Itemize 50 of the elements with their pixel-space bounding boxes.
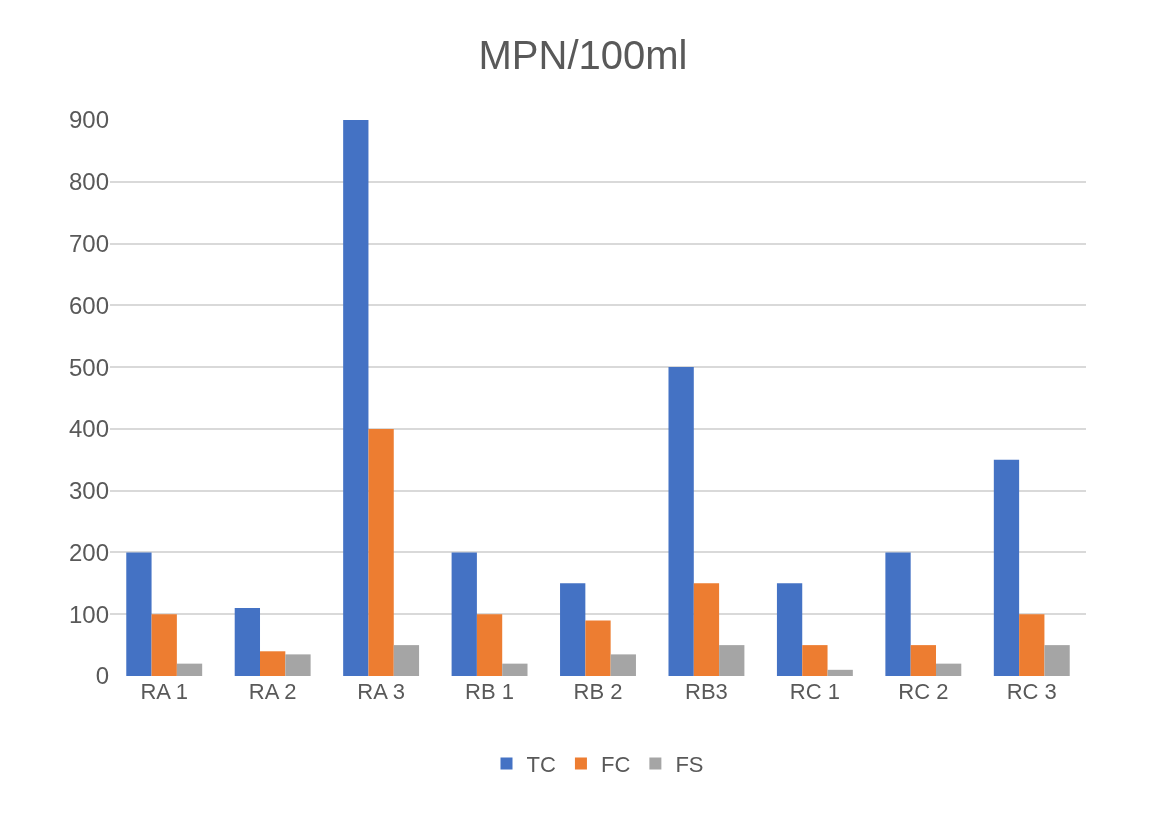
bar bbox=[885, 552, 911, 676]
y-tick-label: 400 bbox=[68, 415, 109, 443]
y-tick-label: 100 bbox=[68, 600, 109, 628]
y-tick-label: 0 bbox=[95, 662, 109, 690]
bar bbox=[260, 651, 286, 676]
chart-title: MPN/100ml bbox=[478, 33, 688, 78]
bar bbox=[451, 552, 477, 676]
bar bbox=[343, 120, 369, 676]
y-tick-label: 300 bbox=[68, 477, 109, 505]
bar bbox=[693, 583, 720, 676]
x-tick-label: RA 3 bbox=[357, 679, 405, 704]
x-tick-label: RB3 bbox=[685, 679, 728, 704]
bar bbox=[910, 645, 936, 676]
bar bbox=[993, 459, 1020, 676]
y-tick-label: 200 bbox=[68, 538, 109, 566]
legend-label: FC bbox=[600, 752, 631, 778]
bar bbox=[719, 645, 745, 676]
bar bbox=[234, 608, 261, 676]
bar bbox=[126, 552, 152, 676]
bar bbox=[776, 583, 803, 676]
y-tick-label: 700 bbox=[68, 229, 109, 257]
x-tick-label: RB 1 bbox=[465, 679, 515, 704]
x-tick-label: RB 2 bbox=[573, 679, 623, 704]
y-tick-label: 500 bbox=[68, 353, 109, 381]
bar bbox=[176, 663, 203, 676]
bar bbox=[935, 663, 962, 676]
bar bbox=[668, 367, 694, 676]
legend-label: FS bbox=[675, 752, 704, 778]
bar bbox=[476, 614, 503, 676]
bar bbox=[802, 645, 828, 676]
y-tick-label: 800 bbox=[68, 168, 109, 196]
bar bbox=[1019, 614, 1045, 676]
bar bbox=[151, 614, 177, 676]
x-tick-label: RA 2 bbox=[248, 679, 297, 704]
x-tick-label: RC 2 bbox=[898, 679, 949, 704]
legend-label: TC bbox=[526, 752, 556, 778]
y-tick-label: 600 bbox=[68, 291, 109, 319]
bar bbox=[502, 663, 528, 676]
bar bbox=[285, 654, 311, 676]
x-tick-label: RC 3 bbox=[1006, 679, 1057, 704]
bar bbox=[1044, 645, 1070, 676]
bar bbox=[827, 669, 853, 676]
bar bbox=[585, 620, 611, 676]
y-tick-label: 900 bbox=[68, 106, 109, 134]
bar bbox=[560, 583, 586, 676]
bar bbox=[368, 428, 394, 676]
x-tick-label: RC 1 bbox=[789, 679, 840, 704]
bar bbox=[393, 645, 420, 676]
x-tick-label: RA 1 bbox=[140, 679, 189, 704]
bar bbox=[610, 654, 636, 676]
